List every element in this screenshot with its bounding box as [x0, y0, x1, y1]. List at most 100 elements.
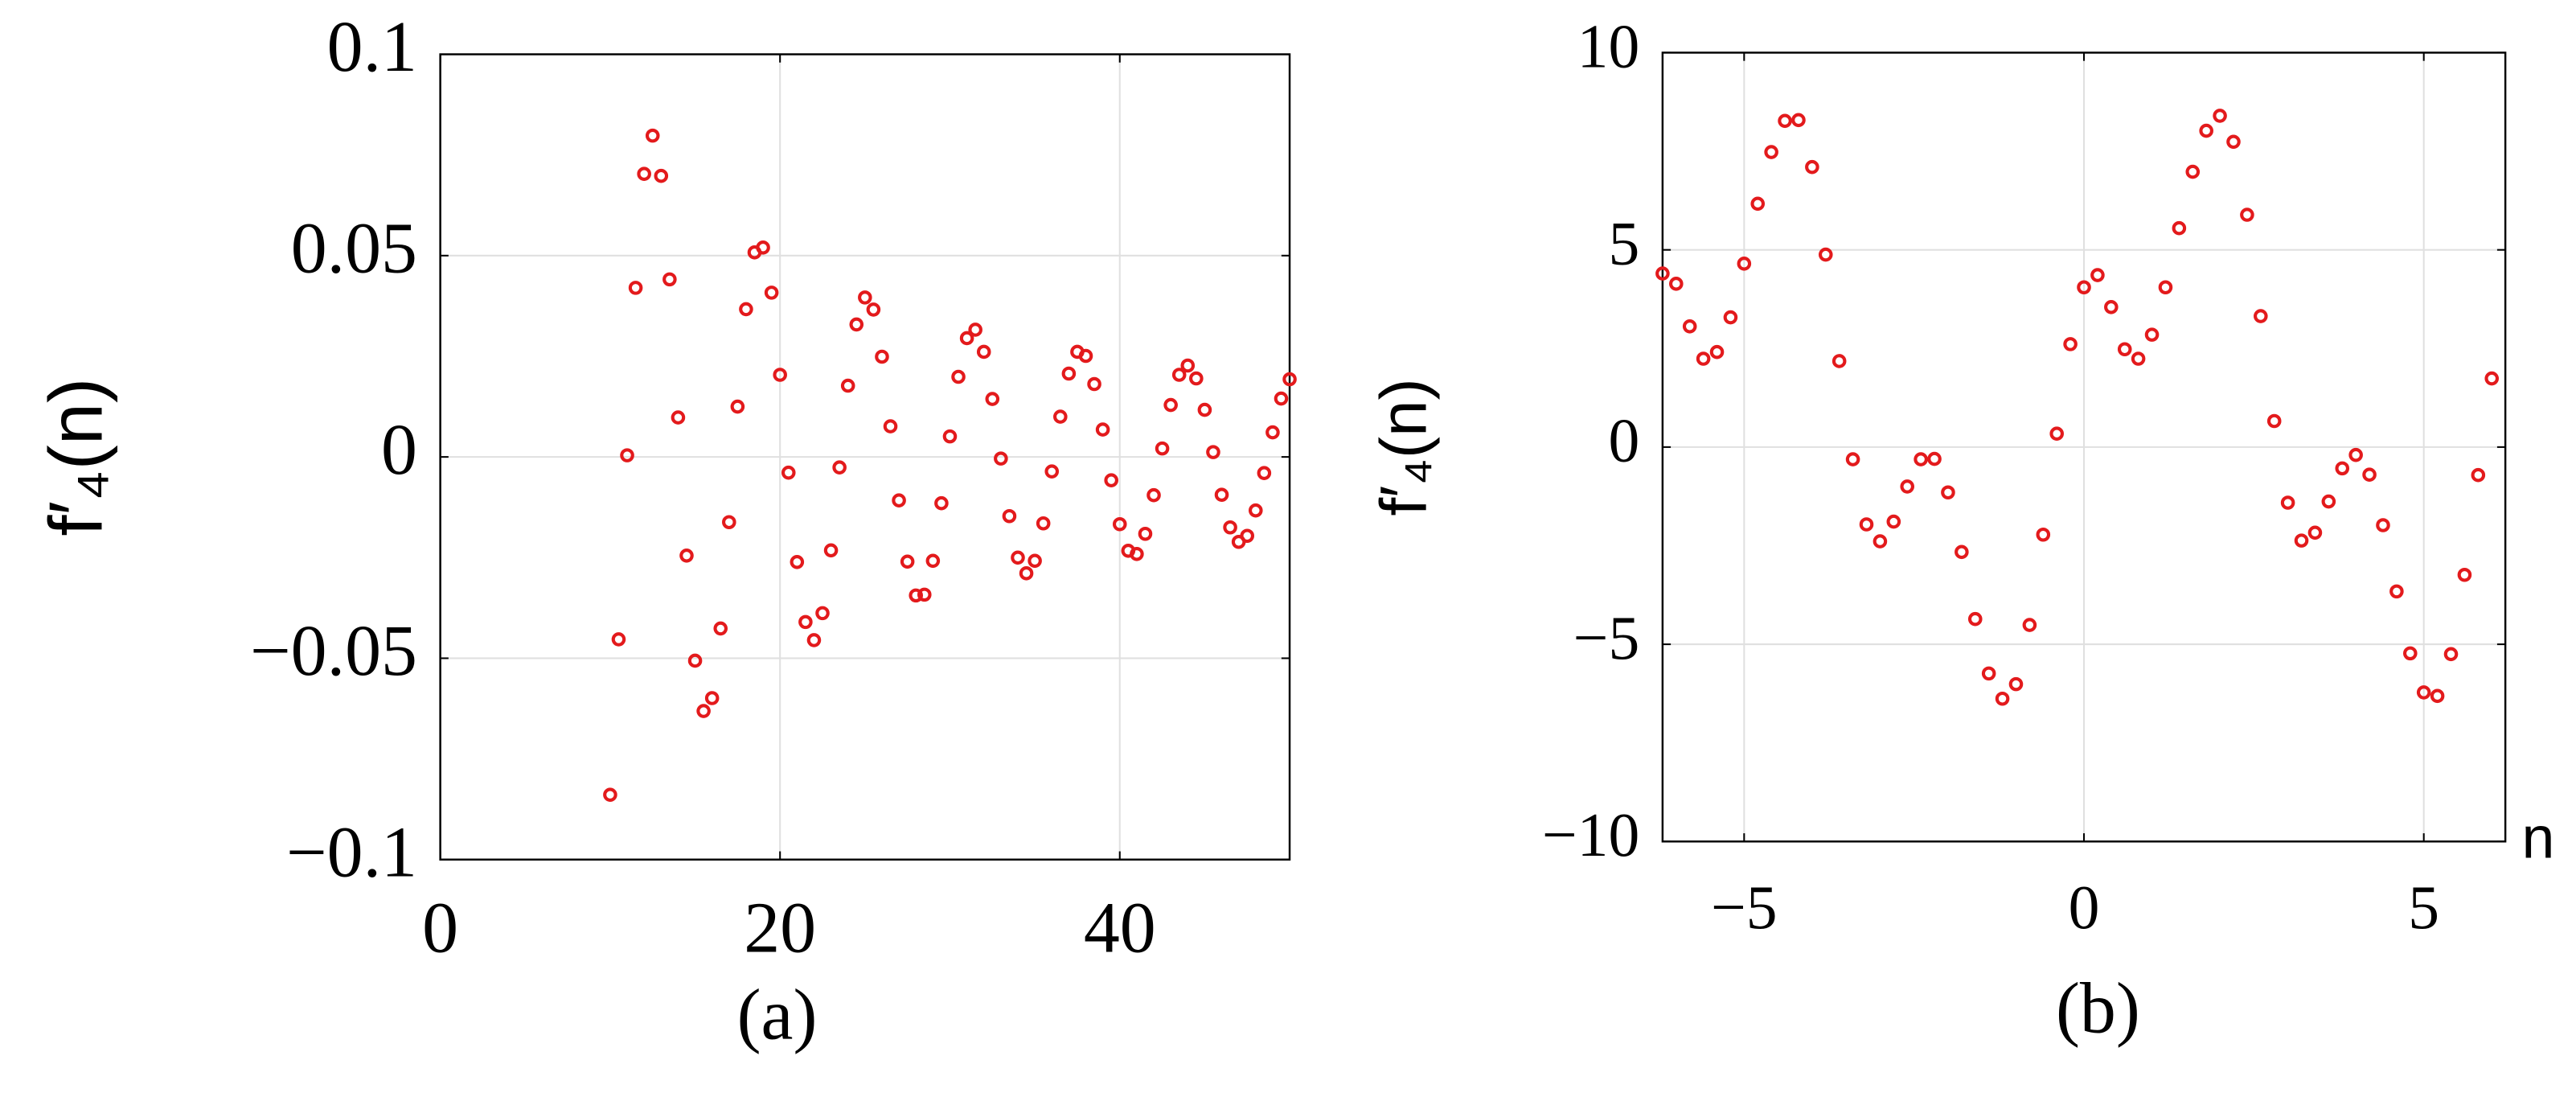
data-point [1967, 611, 1983, 627]
data-point [2321, 494, 2336, 509]
data-point [909, 588, 924, 603]
data-point [1061, 366, 1077, 381]
data-point [1655, 266, 1670, 281]
data-point [806, 633, 822, 647]
data-point [704, 691, 720, 705]
data-point [645, 128, 660, 143]
data-point [1265, 425, 1280, 440]
data-point [1206, 445, 1220, 459]
data-point [1104, 473, 1118, 487]
data-point [1832, 354, 1847, 368]
x-tick-label: 20 [744, 888, 816, 968]
x-tick-label: 5 [2408, 873, 2439, 942]
data-point [1981, 666, 1996, 681]
data-point [2131, 351, 2146, 366]
data-point [1036, 516, 1051, 531]
data-point [1028, 553, 1042, 569]
data-point [875, 349, 889, 364]
data-point [1197, 402, 1212, 417]
data-point [2307, 525, 2323, 540]
data-point [2240, 208, 2254, 222]
data-point [900, 554, 915, 569]
data-point [671, 410, 686, 425]
data-point [925, 553, 941, 569]
chart-panel: −10 −5 0 5 10 −5 0 5 f′₄(n) n (b) [1368, 11, 2555, 1048]
data-point [1240, 528, 1255, 544]
data-point [713, 621, 728, 636]
data-point [781, 465, 796, 480]
data-point [620, 448, 634, 462]
data-point [2416, 685, 2431, 700]
data-point [1778, 113, 1792, 129]
data-point [2022, 618, 2037, 632]
data-point [1941, 485, 1955, 500]
x-tick-label: 40 [1084, 888, 1156, 968]
data-point [1764, 145, 1778, 159]
data-point [1223, 520, 1237, 535]
data-point [756, 240, 770, 255]
y-tick-label: −0.05 [250, 611, 417, 691]
data-point [976, 344, 991, 360]
data-point [1044, 464, 1060, 479]
data-point [1002, 508, 1017, 524]
data-point [1995, 691, 2010, 706]
data-point [2266, 413, 2282, 429]
data-point [654, 168, 669, 183]
data-point [2049, 426, 2064, 441]
axes-box [439, 53, 1291, 861]
data-point [1682, 319, 1697, 334]
data-point [1138, 526, 1153, 541]
y-tick-label: 0 [1608, 406, 1639, 475]
data-point [730, 399, 745, 414]
data-point [2294, 533, 2309, 548]
data-point [790, 555, 805, 569]
data-point [2443, 647, 2459, 662]
data-point [739, 302, 753, 317]
data-point [994, 451, 1008, 466]
data-point [1709, 344, 1725, 360]
data-point [1805, 159, 1819, 175]
data-point [1214, 487, 1229, 502]
data-point [2376, 518, 2390, 532]
data-point [2402, 646, 2418, 661]
y-tick-label: 0.05 [291, 208, 417, 288]
data-point [1171, 368, 1187, 382]
data-point [2158, 280, 2173, 295]
data-point [1845, 452, 1860, 466]
data-point [773, 368, 787, 382]
data-point [1955, 544, 1969, 560]
data-point [2090, 268, 2105, 282]
data-point [1859, 517, 1874, 532]
data-point [2430, 688, 2445, 704]
data-point [1257, 466, 1272, 480]
data-point [1087, 376, 1101, 392]
data-point [1146, 487, 1161, 503]
data-point [951, 369, 966, 384]
data-point [849, 317, 864, 332]
data-point [603, 787, 617, 802]
y-tick-label: 10 [1577, 11, 1640, 80]
data-point [942, 429, 958, 444]
x-tick-label: −5 [1711, 873, 1778, 942]
data-point [2389, 584, 2404, 599]
data-point [1818, 247, 1833, 262]
data-point [1669, 277, 1684, 291]
data-point [637, 166, 651, 181]
data-point [985, 392, 1000, 406]
data-point [687, 653, 703, 668]
data-point [2077, 280, 2091, 295]
data-point [866, 302, 881, 317]
data-point [611, 632, 626, 647]
data-point [1900, 479, 1915, 494]
data-point [2008, 676, 2024, 692]
data-point [2471, 467, 2486, 483]
data-point [764, 286, 779, 300]
data-point [968, 323, 982, 337]
data-point [1737, 257, 1752, 271]
data-point [679, 549, 694, 563]
y-tick-label: −10 [1542, 800, 1639, 869]
data-point [1019, 566, 1034, 581]
x-tick-label: 0 [2069, 873, 2100, 942]
data-point [2335, 461, 2350, 476]
data-point [815, 606, 830, 621]
